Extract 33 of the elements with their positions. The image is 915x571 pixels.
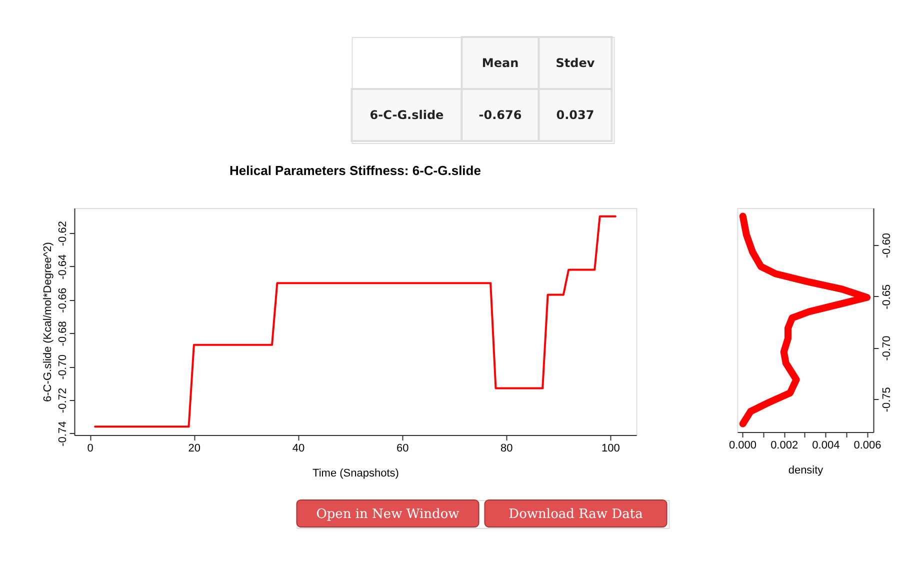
y-tick-label: -0.70 <box>56 354 69 380</box>
text: 0.037 <box>556 108 594 122</box>
text: Stdev <box>556 56 595 70</box>
x-tick-label: 0.004 <box>812 440 840 452</box>
text: Open in New Window <box>316 507 460 522</box>
text: -0.676 <box>478 108 522 122</box>
y-tick-label: -0.74 <box>56 421 69 446</box>
x-axis-title: density <box>788 464 824 476</box>
y-tick-label: -0.65 <box>880 284 893 310</box>
x-tick-label: 60 <box>396 442 409 454</box>
y-tick-label: -0.60 <box>880 232 893 258</box>
text: Mean <box>482 56 519 70</box>
y-tick-label: -0.64 <box>56 254 69 280</box>
x-tick-label: 20 <box>188 442 201 454</box>
x-tick-label: 80 <box>500 442 513 454</box>
x-axis-title: Time (Snapshots) <box>312 468 399 480</box>
x-tick-label: 0.002 <box>770 440 798 452</box>
x-tick-label: 0 <box>87 442 94 454</box>
y-tick-label: -0.72 <box>56 388 69 413</box>
y-tick-label: -0.62 <box>56 221 69 246</box>
x-tick-label: 0.000 <box>728 440 757 452</box>
x-tick-label: 0.006 <box>854 440 882 452</box>
chart-title: Helical Parameters Stiffness: 6-C-G.slide <box>230 163 481 178</box>
line-series <box>94 215 616 428</box>
x-tick-label: 100 <box>602 442 620 454</box>
y-tick-label: -0.68 <box>56 321 69 346</box>
y-axis-title: 6-C-G.slide (Kcal/mol*Degree^2) <box>42 242 54 402</box>
y-tick-label: -0.70 <box>880 336 893 361</box>
text: Download Raw Data <box>508 507 644 522</box>
y-tick-label: -0.75 <box>880 387 893 412</box>
y-tick-label: -0.66 <box>56 288 69 313</box>
text: 6-C-G.slide <box>370 108 444 122</box>
x-tick-label: 40 <box>292 442 305 454</box>
